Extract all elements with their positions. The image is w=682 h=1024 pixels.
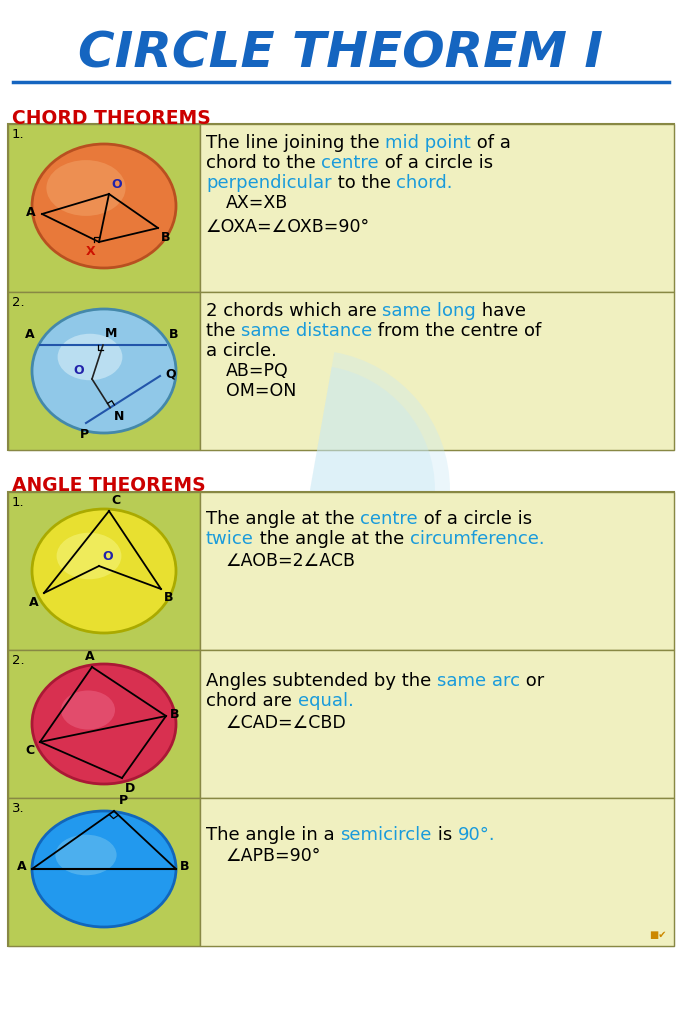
Bar bbox=[8, 124, 674, 450]
Bar bbox=[8, 492, 674, 946]
Text: A: A bbox=[25, 328, 35, 341]
Text: have: have bbox=[476, 302, 527, 319]
Text: 3.: 3. bbox=[12, 802, 25, 815]
Bar bbox=[8, 492, 200, 650]
Bar bbox=[8, 292, 200, 450]
Bar bbox=[200, 492, 674, 650]
Text: C: C bbox=[111, 494, 120, 507]
Text: A: A bbox=[85, 650, 95, 663]
Text: 2 chords which are: 2 chords which are bbox=[206, 302, 383, 319]
Ellipse shape bbox=[32, 811, 176, 927]
Text: A: A bbox=[29, 596, 39, 609]
Ellipse shape bbox=[32, 309, 176, 433]
Text: perpendicular: perpendicular bbox=[206, 174, 331, 193]
Text: centre: centre bbox=[360, 510, 418, 528]
Text: O: O bbox=[74, 364, 84, 377]
Text: of a circle is: of a circle is bbox=[418, 510, 532, 528]
Text: C: C bbox=[26, 744, 35, 757]
Text: B: B bbox=[169, 328, 179, 341]
Text: equal.: equal. bbox=[297, 692, 353, 711]
Text: The angle at the: The angle at the bbox=[206, 510, 360, 528]
Text: a circle.: a circle. bbox=[206, 342, 277, 360]
Text: ∠APB=90°: ∠APB=90° bbox=[226, 848, 321, 865]
Bar bbox=[200, 124, 674, 292]
Text: Q: Q bbox=[165, 368, 176, 381]
Text: to the: to the bbox=[331, 174, 396, 193]
Text: chord.: chord. bbox=[396, 174, 453, 193]
Text: O: O bbox=[111, 178, 121, 191]
Ellipse shape bbox=[32, 144, 176, 268]
Text: of a circle is: of a circle is bbox=[379, 155, 493, 172]
Bar bbox=[200, 798, 674, 946]
Ellipse shape bbox=[57, 532, 121, 580]
Text: is: is bbox=[432, 826, 458, 844]
Text: B: B bbox=[164, 591, 173, 604]
Text: ∠AOB=2∠ACB: ∠AOB=2∠ACB bbox=[226, 552, 356, 569]
Text: chord to the: chord to the bbox=[206, 155, 321, 172]
Text: B: B bbox=[161, 231, 170, 244]
Text: B: B bbox=[180, 860, 190, 873]
Text: D: D bbox=[125, 782, 135, 795]
Ellipse shape bbox=[61, 690, 115, 729]
Text: mid point: mid point bbox=[385, 134, 471, 152]
Text: CIRCLE THEOREM I: CIRCLE THEOREM I bbox=[78, 30, 604, 78]
Text: X: X bbox=[85, 245, 95, 258]
Ellipse shape bbox=[32, 509, 176, 633]
Text: centre: centre bbox=[321, 155, 379, 172]
Bar bbox=[8, 124, 200, 292]
Text: twice: twice bbox=[206, 530, 254, 548]
Ellipse shape bbox=[57, 334, 122, 380]
Text: 1.: 1. bbox=[12, 128, 25, 141]
Text: or: or bbox=[520, 672, 544, 690]
Text: M: M bbox=[105, 327, 117, 340]
Text: Angles subtended by the: Angles subtended by the bbox=[206, 672, 437, 690]
Bar bbox=[200, 292, 674, 450]
Text: circumference.: circumference. bbox=[410, 530, 544, 548]
Text: P: P bbox=[119, 794, 128, 807]
Text: The line joining the: The line joining the bbox=[206, 134, 385, 152]
Text: same long: same long bbox=[383, 302, 476, 319]
Text: OM=ON: OM=ON bbox=[226, 382, 297, 400]
Text: AB=PQ: AB=PQ bbox=[226, 362, 288, 381]
Text: of a: of a bbox=[471, 134, 511, 152]
Text: same arc: same arc bbox=[437, 672, 520, 690]
Text: same distance: same distance bbox=[241, 323, 372, 340]
Text: the angle at the: the angle at the bbox=[254, 530, 410, 548]
Text: ∠CAD=∠CBD: ∠CAD=∠CBD bbox=[226, 714, 346, 731]
Text: CHORD THEOREMS: CHORD THEOREMS bbox=[12, 109, 211, 128]
Text: the: the bbox=[206, 323, 241, 340]
Text: 2.: 2. bbox=[12, 654, 25, 667]
Text: N: N bbox=[114, 410, 125, 423]
Text: ■✔: ■✔ bbox=[649, 930, 666, 940]
Text: 2.: 2. bbox=[12, 296, 25, 309]
Text: AX=XB: AX=XB bbox=[226, 195, 288, 212]
Text: 1.: 1. bbox=[12, 496, 25, 509]
Text: chord are: chord are bbox=[206, 692, 297, 711]
Text: P: P bbox=[79, 428, 89, 441]
Ellipse shape bbox=[32, 664, 176, 784]
Text: B: B bbox=[170, 708, 179, 721]
Text: The angle in a: The angle in a bbox=[206, 826, 340, 844]
Text: ∠OXA=∠OXB=90°: ∠OXA=∠OXB=90° bbox=[206, 218, 370, 237]
Text: semicircle: semicircle bbox=[340, 826, 432, 844]
Text: from the centre of: from the centre of bbox=[372, 323, 542, 340]
Text: A: A bbox=[17, 860, 27, 873]
Ellipse shape bbox=[55, 835, 117, 876]
Bar bbox=[8, 650, 200, 798]
Text: O: O bbox=[102, 550, 113, 563]
Text: A: A bbox=[27, 206, 36, 218]
Wedge shape bbox=[310, 352, 450, 628]
Text: 90°.: 90°. bbox=[458, 826, 495, 844]
Bar bbox=[200, 650, 674, 798]
Ellipse shape bbox=[46, 160, 125, 216]
Text: ANGLE THEOREMS: ANGLE THEOREMS bbox=[12, 476, 206, 495]
Bar bbox=[8, 798, 200, 946]
Wedge shape bbox=[310, 367, 435, 613]
